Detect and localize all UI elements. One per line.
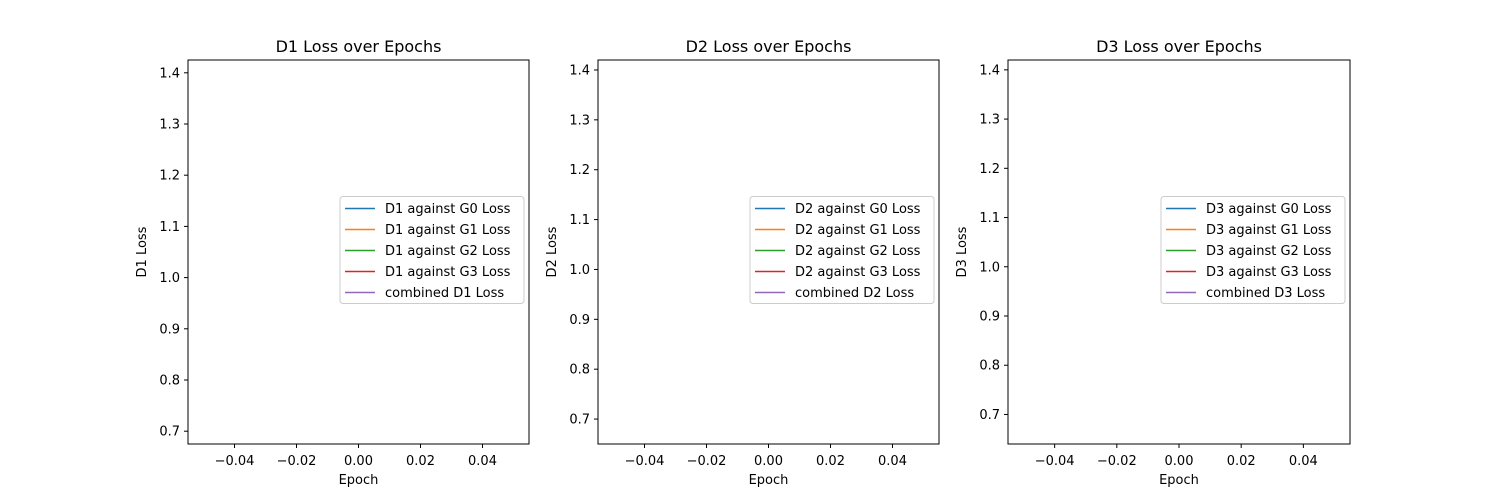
chart-title: D3 Loss over Epochs bbox=[1096, 37, 1262, 56]
y-axis-label: D2 Loss bbox=[545, 226, 560, 277]
y-tick-label: 1.2 bbox=[979, 162, 1000, 177]
legend: D1 against G0 Loss D1 against G1 Loss D1 a… bbox=[339, 196, 525, 304]
y-tick-label: 0.7 bbox=[159, 425, 180, 440]
legend-label: D3 against G2 Loss bbox=[1206, 244, 1332, 259]
chart-panel-1: D1 Loss over Epochs −0.04 −0.02 0.00 0.02 0.0… bbox=[135, 37, 530, 488]
x-tick-label: 0.02 bbox=[816, 454, 845, 469]
legend-box bbox=[1160, 196, 1346, 304]
chart-title: D2 Loss over Epochs bbox=[686, 37, 852, 56]
x-tick-label: 0.04 bbox=[468, 454, 497, 469]
x-tick-label: −0.02 bbox=[687, 454, 727, 469]
x-tick-label: −0.04 bbox=[625, 454, 665, 469]
legend-box bbox=[339, 196, 525, 304]
x-tick-label: 0.04 bbox=[1289, 454, 1318, 469]
x-tick-label: 0.00 bbox=[754, 454, 783, 469]
x-tick-label: 0.02 bbox=[1227, 454, 1256, 469]
legend-label: D2 against G1 Loss bbox=[795, 223, 921, 238]
y-axis-label: D1 Loss bbox=[135, 226, 150, 277]
x-tick-label: 0.02 bbox=[406, 454, 435, 469]
y-tick-label: 1.3 bbox=[979, 113, 1000, 128]
y-tick-label: 1.4 bbox=[569, 63, 590, 78]
legend-label: combined D2 Loss bbox=[795, 286, 914, 301]
x-tick-label: 0.04 bbox=[878, 454, 907, 469]
x-tick-label: 0.00 bbox=[344, 454, 373, 469]
y-tick-label: 1.0 bbox=[979, 260, 1000, 275]
legend-label: D1 against G2 Loss bbox=[385, 244, 511, 259]
y-tick-label: 0.7 bbox=[979, 408, 1000, 423]
y-tick-label: 1.0 bbox=[569, 263, 590, 278]
y-tick-label: 0.8 bbox=[979, 359, 1000, 374]
y-tick-label: 1.1 bbox=[569, 213, 590, 228]
y-tick-label: 0.9 bbox=[159, 322, 180, 337]
x-tick-label: −0.04 bbox=[215, 454, 255, 469]
legend-label: D2 against G0 Loss bbox=[795, 202, 921, 217]
y-tick-label: 1.0 bbox=[159, 271, 180, 286]
y-tick-label: 0.8 bbox=[159, 374, 180, 389]
legend-label: combined D1 Loss bbox=[385, 286, 504, 301]
legend-label: D3 against G3 Loss bbox=[1206, 265, 1332, 280]
y-tick-label: 1.3 bbox=[569, 113, 590, 128]
legend-label: D3 against G1 Loss bbox=[1206, 223, 1332, 238]
legend-label: D1 against G3 Loss bbox=[385, 265, 511, 280]
y-tick-label: 1.1 bbox=[979, 211, 1000, 226]
legend-label: D1 against G0 Loss bbox=[385, 202, 511, 217]
legend-label: combined D3 Loss bbox=[1206, 286, 1325, 301]
y-axis-label: D3 Loss bbox=[955, 226, 970, 277]
chart-panel-2: D2 Loss over Epochs −0.04 −0.02 0.00 0.02 0.0… bbox=[545, 37, 940, 488]
y-tick-label: 1.2 bbox=[569, 163, 590, 178]
legend-label: D2 against G3 Loss bbox=[795, 265, 921, 280]
y-tick-label: 0.7 bbox=[569, 413, 590, 428]
y-tick-label: 0.8 bbox=[569, 363, 590, 378]
x-axis-label: Epoch bbox=[749, 473, 789, 488]
legend-label: D2 against G2 Loss bbox=[795, 244, 921, 259]
x-axis-label: Epoch bbox=[1159, 473, 1199, 488]
x-tick-label: 0.00 bbox=[1165, 454, 1194, 469]
y-tick-label: 1.3 bbox=[159, 118, 180, 133]
y-tick-label: 1.1 bbox=[159, 220, 180, 235]
y-tick-label: 0.9 bbox=[569, 313, 590, 328]
x-axis-label: Epoch bbox=[339, 473, 379, 488]
y-tick-label: 1.2 bbox=[159, 169, 180, 184]
x-tick-label: −0.02 bbox=[277, 454, 317, 469]
x-tick-label: −0.02 bbox=[1097, 454, 1137, 469]
legend: D3 against G0 Loss D3 against G1 Loss D3 a… bbox=[1160, 196, 1346, 304]
y-tick-label: 1.4 bbox=[159, 66, 180, 81]
y-tick-label: 1.4 bbox=[979, 63, 1000, 78]
legend-label: D1 against G1 Loss bbox=[385, 223, 511, 238]
x-tick-label: −0.04 bbox=[1035, 454, 1075, 469]
legend-label: D3 against G0 Loss bbox=[1206, 202, 1332, 217]
chart-panel-3: D3 Loss over Epochs −0.04 −0.02 0.00 0.02 0.0… bbox=[955, 37, 1351, 488]
y-tick-label: 0.9 bbox=[979, 310, 1000, 325]
chart-title: D1 Loss over Epochs bbox=[276, 37, 442, 56]
legend: D2 against G0 Loss D2 against G1 Loss D2 a… bbox=[749, 196, 935, 304]
legend-box bbox=[749, 196, 935, 304]
